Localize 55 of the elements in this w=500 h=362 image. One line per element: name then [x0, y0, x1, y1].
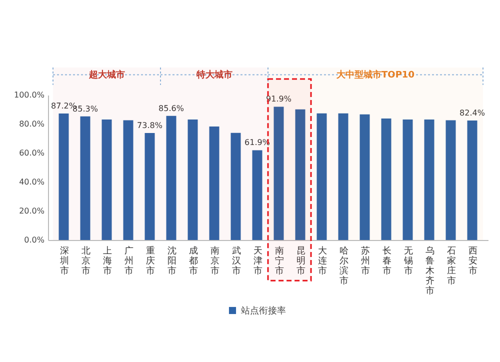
data-label: 73.8%: [137, 120, 163, 130]
data-label: 82.4%: [460, 108, 486, 118]
bar: [402, 120, 413, 240]
bar: [144, 132, 155, 240]
bar: [381, 118, 392, 240]
bar: [123, 120, 134, 240]
y-tick-label: 100.0%: [14, 90, 45, 100]
legend-label: 站点衔接率: [241, 306, 286, 316]
x-tick-label: 昆明市: [296, 246, 306, 276]
y-tick-label: 40.0%: [19, 178, 45, 186]
data-label: 61.9%: [244, 138, 270, 148]
y-tick-label: 60.0%: [19, 148, 45, 158]
bar: [467, 120, 478, 240]
x-tick-label: 北京市: [81, 246, 90, 276]
x-tick-label: 石家庄市: [446, 246, 456, 286]
x-tick-label: 长春市: [382, 246, 392, 276]
bar: [360, 114, 370, 240]
y-tick-label: 20.0%: [19, 206, 45, 216]
x-tick-label: 成都市: [188, 246, 198, 276]
bar: [230, 132, 241, 240]
bar: [252, 150, 262, 240]
bar: [338, 113, 348, 240]
bar: [209, 126, 220, 240]
x-tick-label: 沈阳市: [167, 246, 176, 276]
x-tick-label: 苏州市: [360, 246, 370, 276]
x-tick-label: 哈尔滨市: [339, 246, 348, 286]
bar: [295, 109, 306, 240]
band-label: 大中型城市TOP10: [336, 70, 414, 81]
y-tick-label: 0.0%: [24, 236, 45, 244]
x-tick-label: 无锡市: [402, 246, 413, 276]
bar: [274, 106, 284, 240]
bar: [446, 120, 456, 240]
x-tick-label: 天津市: [253, 246, 262, 276]
bar: [188, 120, 198, 240]
x-tick-label: 乌鲁木齐市: [425, 246, 434, 296]
x-tick-label: 大连市: [318, 246, 327, 276]
x-tick-label: 深圳市: [58, 246, 69, 276]
bar: [316, 113, 327, 240]
band-label: 超大城市: [88, 70, 125, 81]
bar: [166, 116, 176, 240]
bar: [58, 114, 69, 240]
bar: [102, 120, 112, 240]
band-label: 特大城市: [195, 70, 232, 81]
bar: [80, 116, 90, 240]
x-tick-label: 南宁市: [274, 246, 284, 276]
x-tick-label: 广州市: [124, 246, 134, 276]
x-tick-label: 上海市: [102, 246, 112, 276]
x-tick-label: 南京市: [210, 246, 220, 276]
data-label: 85.6%: [158, 104, 184, 113]
x-tick-label: 重庆市: [146, 246, 155, 276]
x-tick-label: 西安市: [468, 246, 478, 276]
bar: [424, 120, 434, 240]
x-tick-label: 武汉市: [232, 246, 241, 276]
data-label: 91.9%: [266, 94, 292, 104]
y-tick-label: 80.0%: [19, 120, 45, 128]
